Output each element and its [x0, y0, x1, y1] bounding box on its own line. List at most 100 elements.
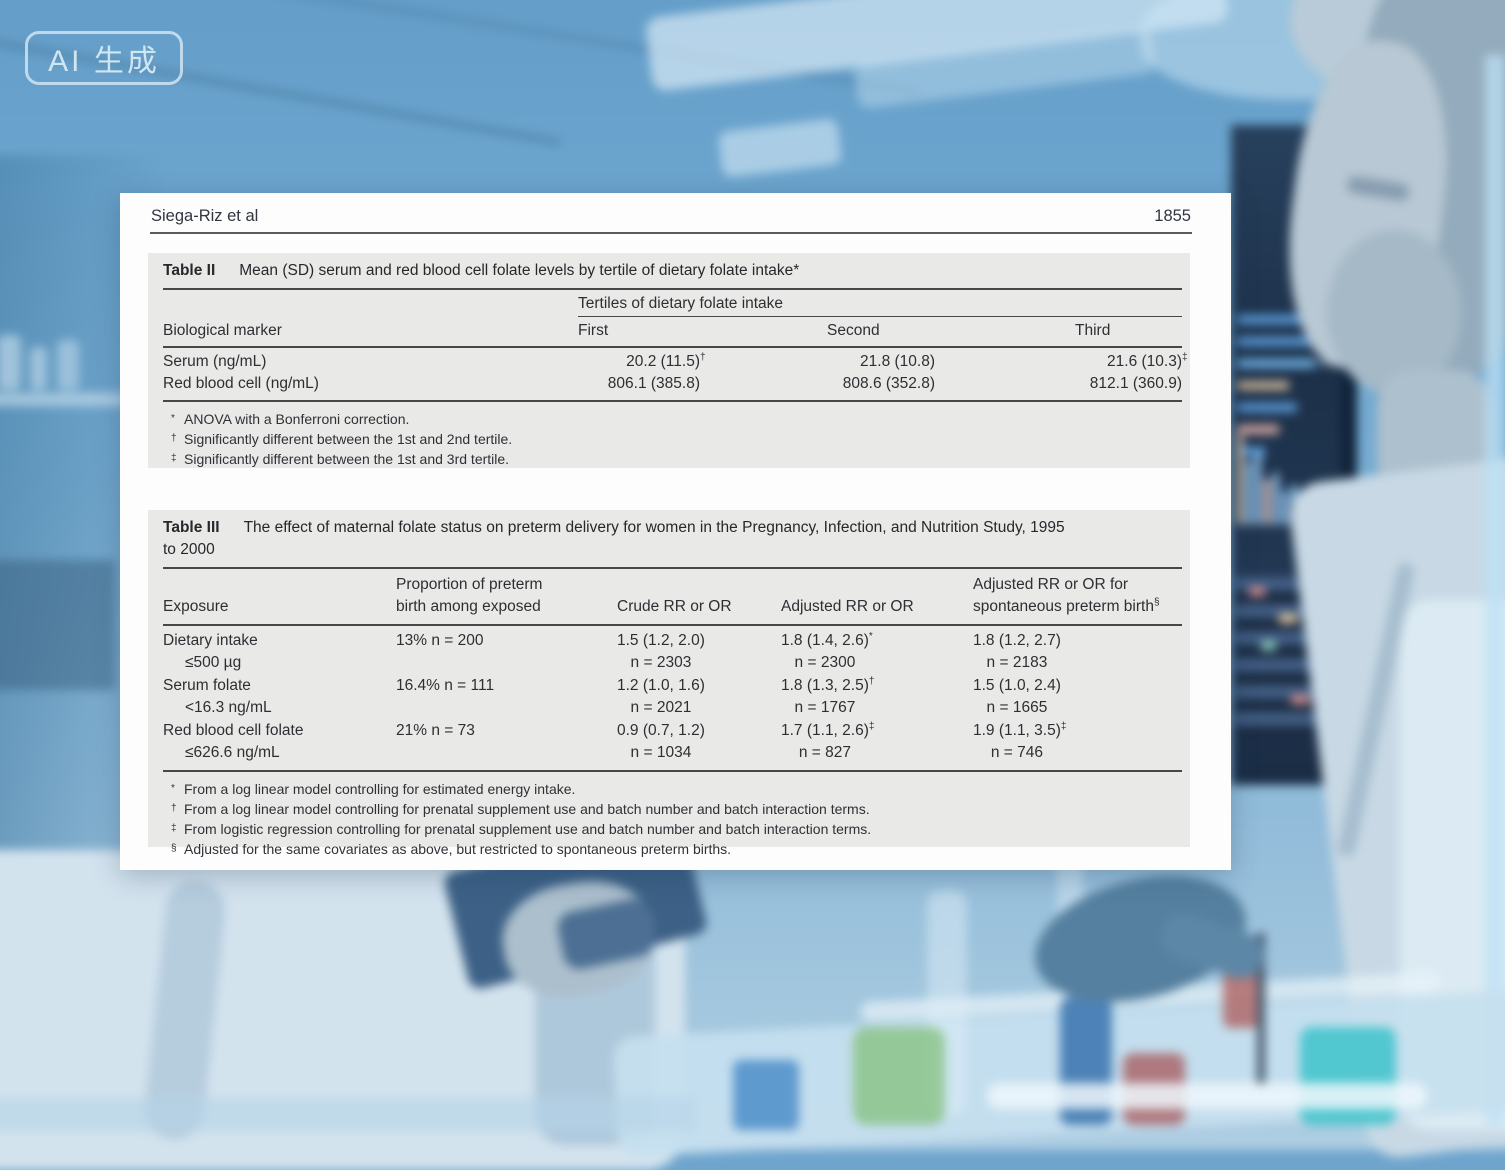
- running-header-rule: [150, 232, 1192, 234]
- monitor-histogram-bar: [1237, 435, 1243, 523]
- monitor-bar: [1237, 359, 1315, 368]
- col-header-adjusted: Adjusted RR or OR: [781, 598, 914, 615]
- col-header-first: First: [578, 322, 609, 339]
- running-header: Siega-Riz et al 1855: [151, 200, 1191, 226]
- col-header-spontaneous: Adjusted RR or OR for spontaneous preter…: [973, 576, 1160, 615]
- journal-page: Siega-Riz et al 1855 Table II Mean (SD) s…: [120, 193, 1231, 870]
- lab-bench-edge: [0, 1097, 695, 1132]
- scientist-right-face-shadow: [1327, 230, 1462, 395]
- table-2-footnotes: * ANOVA with a Bonferroni correction. † Si…: [163, 409, 1182, 469]
- glassware-shelf: [0, 393, 125, 406]
- table-2-spanner-rule: [578, 316, 1182, 317]
- footnote: * From a log linear model controlling for…: [171, 781, 576, 797]
- table-2-spanner-label: Tertiles of dietary folate intake: [578, 295, 784, 312]
- row-label: Serum (ng/mL): [163, 353, 267, 370]
- monitor-table-cell: [1249, 587, 1265, 596]
- monitor-histogram-bar: [1282, 491, 1288, 523]
- footnote: † From a log linear model controlling for…: [171, 801, 870, 817]
- cell-crude: 0.9 (0.7, 1.2) n = 1034: [617, 722, 705, 761]
- monitor-bar: [1237, 425, 1279, 434]
- table-2: Table II Mean (SD) serum and red blood ce…: [148, 253, 1190, 468]
- monitor-histogram-bar: [1264, 479, 1270, 523]
- table-3-title: Table III The effect of maternal folate s…: [163, 510, 1182, 569]
- test-tube-rack: [987, 1083, 1427, 1109]
- monitor-value-text: [1317, 361, 1334, 366]
- table-3-body: Dietary intake ≤500 µg 13% n = 200 1.5 (…: [163, 626, 1182, 772]
- table-2-label: Table II: [163, 262, 216, 279]
- col-header-exposure: Exposure: [163, 598, 229, 615]
- table-3-column-headers: Exposure Proportion of preterm birth amo…: [163, 569, 1182, 626]
- table-2-spanner: Tertiles of dietary folate intake: [163, 290, 1182, 317]
- monitor-bar: [1237, 337, 1329, 346]
- monitor-table-cell: [1261, 641, 1276, 650]
- table-row: Red blood cell (ng/mL) 806.1 (385.8) 808…: [163, 373, 1182, 395]
- col-header-proportion: Proportion of preterm birth among expose…: [396, 576, 543, 615]
- footnote: † Significantly different between the 1st…: [171, 431, 513, 447]
- glass-bottle: [0, 335, 21, 390]
- table-2-column-headers: Biological marker First Second Third: [163, 317, 1182, 348]
- footnote: ‡ Significantly different between the 1st…: [171, 451, 510, 467]
- lab-cabinet: [0, 560, 115, 690]
- monitor-histogram-bar: [1246, 461, 1252, 523]
- cell-proportion: 13% n = 200: [396, 632, 484, 649]
- cell-second: 21.8 (10.8): [860, 353, 935, 370]
- col-header-second: Second: [827, 322, 880, 339]
- footnote: * ANOVA with a Bonferroni correction.: [171, 411, 410, 427]
- monitor-bar: [1237, 447, 1265, 456]
- monitor-table-cell: [1279, 614, 1297, 623]
- table-3-label: Table III: [163, 519, 220, 536]
- running-head-authors: Siega-Riz et al: [151, 207, 259, 225]
- cell-crude: 1.2 (1.0, 1.6) n = 2021: [617, 677, 705, 716]
- monitor-histogram-bar: [1273, 473, 1279, 523]
- cell-proportion: 21% n = 73: [396, 722, 475, 739]
- monitor-bar: [1237, 315, 1305, 324]
- col-header-biological-marker: Biological marker: [163, 322, 282, 339]
- table-row: Red blood cell folate ≤626.6 ng/mL 21% n…: [163, 720, 1182, 764]
- monitor-table-cell: [1291, 695, 1309, 704]
- glass-bottle: [30, 347, 47, 390]
- cell-first: 806.1 (385.8): [607, 375, 700, 392]
- col-header-crude: Crude RR or OR: [617, 598, 732, 615]
- cell-exposure: Serum folate <16.3 ng/mL: [163, 677, 272, 716]
- table-3-footnotes: * From a log linear model controlling for…: [163, 779, 1182, 859]
- footnote: § Adjusted for the same covariates as abo…: [171, 841, 732, 857]
- page-number: 1855: [1154, 207, 1191, 225]
- glass-bottle: [57, 340, 79, 390]
- stand-rod: [1257, 933, 1265, 1085]
- table-3-caption-line1: The effect of maternal folate status on …: [243, 519, 1065, 536]
- cell-first: 20.2 (11.5)†: [626, 351, 706, 370]
- footnote: ‡ From logistic regression controlling fo…: [171, 821, 872, 837]
- table-row: Dietary intake ≤500 µg 13% n = 200 1.5 (…: [163, 630, 1182, 674]
- test-tube-red-cap: [1223, 970, 1259, 1028]
- ai-generated-badge-label: AI 生成: [48, 45, 160, 78]
- cell-second: 808.6 (352.8): [842, 375, 935, 392]
- cell-exposure: Red blood cell folate ≤626.6 ng/mL: [163, 722, 304, 761]
- table-3-caption-line2: to 2000: [163, 541, 215, 558]
- row-label: Red blood cell (ng/mL): [163, 375, 319, 392]
- monitor-histogram-bar: [1255, 453, 1261, 523]
- table-2-title: Table II Mean (SD) serum and red blood ce…: [163, 253, 1182, 290]
- cell-spontaneous: 1.9 (1.1, 3.5)‡ n = 746: [973, 720, 1067, 761]
- table-row: Serum (ng/mL) 20.2 (11.5)† 21.8 (10.8) 2…: [163, 351, 1188, 373]
- ai-generated-badge: AI 生成: [25, 31, 183, 85]
- table-3: Table III The effect of maternal folate s…: [148, 510, 1190, 857]
- cell-proportion: 16.4% n = 111: [396, 677, 495, 694]
- test-tube-green: [853, 1027, 945, 1125]
- cell-crude: 1.5 (1.2, 2.0) n = 2303: [617, 632, 705, 671]
- cell-spontaneous: 1.8 (1.2, 2.7) n = 2183: [973, 632, 1061, 671]
- blue-lab-item: [733, 1060, 799, 1130]
- cell-third: 812.1 (360.9): [1089, 375, 1182, 392]
- right-edge-light: [1485, 55, 1505, 1125]
- test-tube-teal: [1300, 1027, 1396, 1125]
- cell-exposure: Dietary intake ≤500 µg: [163, 632, 258, 671]
- cell-adjusted: 1.7 (1.1, 2.6)‡ n = 827: [781, 720, 875, 761]
- cell-spontaneous: 1.5 (1.0, 2.4) n = 1665: [973, 677, 1061, 716]
- monitor-bar: [1237, 381, 1289, 390]
- cell-adjusted: 1.8 (1.4, 2.6)* n = 2300: [781, 630, 873, 671]
- table-2-body: Serum (ng/mL) 20.2 (11.5)† 21.8 (10.8) 2…: [163, 348, 1188, 402]
- cell-adjusted: 1.8 (1.3, 2.5)† n = 1767: [781, 675, 875, 716]
- col-header-third: Third: [1075, 322, 1111, 339]
- monitor-axis-line: [1235, 523, 1335, 525]
- monitor-bar: [1237, 403, 1297, 412]
- table-2-caption: Mean (SD) serum and red blood cell folat…: [239, 262, 800, 279]
